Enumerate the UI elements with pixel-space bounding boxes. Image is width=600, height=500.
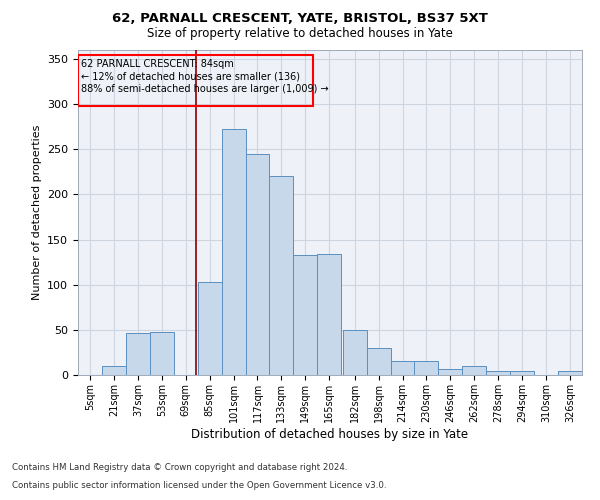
Bar xyxy=(558,372,582,375)
Bar xyxy=(439,368,463,375)
Bar xyxy=(126,332,150,375)
Text: Size of property relative to detached houses in Yate: Size of property relative to detached ho… xyxy=(147,28,453,40)
Bar xyxy=(415,362,439,375)
Bar xyxy=(197,282,221,375)
Bar xyxy=(78,56,313,106)
Text: 88% of semi-detached houses are larger (1,009) →: 88% of semi-detached houses are larger (… xyxy=(81,84,329,94)
Bar xyxy=(150,332,174,375)
Text: 62, PARNALL CRESCENT, YATE, BRISTOL, BS37 5XT: 62, PARNALL CRESCENT, YATE, BRISTOL, BS3… xyxy=(112,12,488,26)
Y-axis label: Number of detached properties: Number of detached properties xyxy=(32,125,41,300)
Bar xyxy=(391,360,415,375)
Bar xyxy=(343,330,367,375)
X-axis label: Distribution of detached houses by size in Yate: Distribution of detached houses by size … xyxy=(191,428,469,440)
Bar xyxy=(102,366,126,375)
Text: Contains HM Land Registry data © Crown copyright and database right 2024.: Contains HM Land Registry data © Crown c… xyxy=(12,464,347,472)
Bar xyxy=(245,154,269,375)
Text: ← 12% of detached houses are smaller (136): ← 12% of detached houses are smaller (13… xyxy=(81,72,300,82)
Bar xyxy=(221,130,245,375)
Bar xyxy=(367,348,391,375)
Text: 62 PARNALL CRESCENT: 84sqm: 62 PARNALL CRESCENT: 84sqm xyxy=(81,59,234,69)
Bar xyxy=(486,372,510,375)
Text: Contains public sector information licensed under the Open Government Licence v3: Contains public sector information licen… xyxy=(12,481,386,490)
Bar xyxy=(463,366,486,375)
Bar xyxy=(293,255,317,375)
Bar xyxy=(269,176,293,375)
Bar xyxy=(317,254,341,375)
Bar xyxy=(510,372,534,375)
